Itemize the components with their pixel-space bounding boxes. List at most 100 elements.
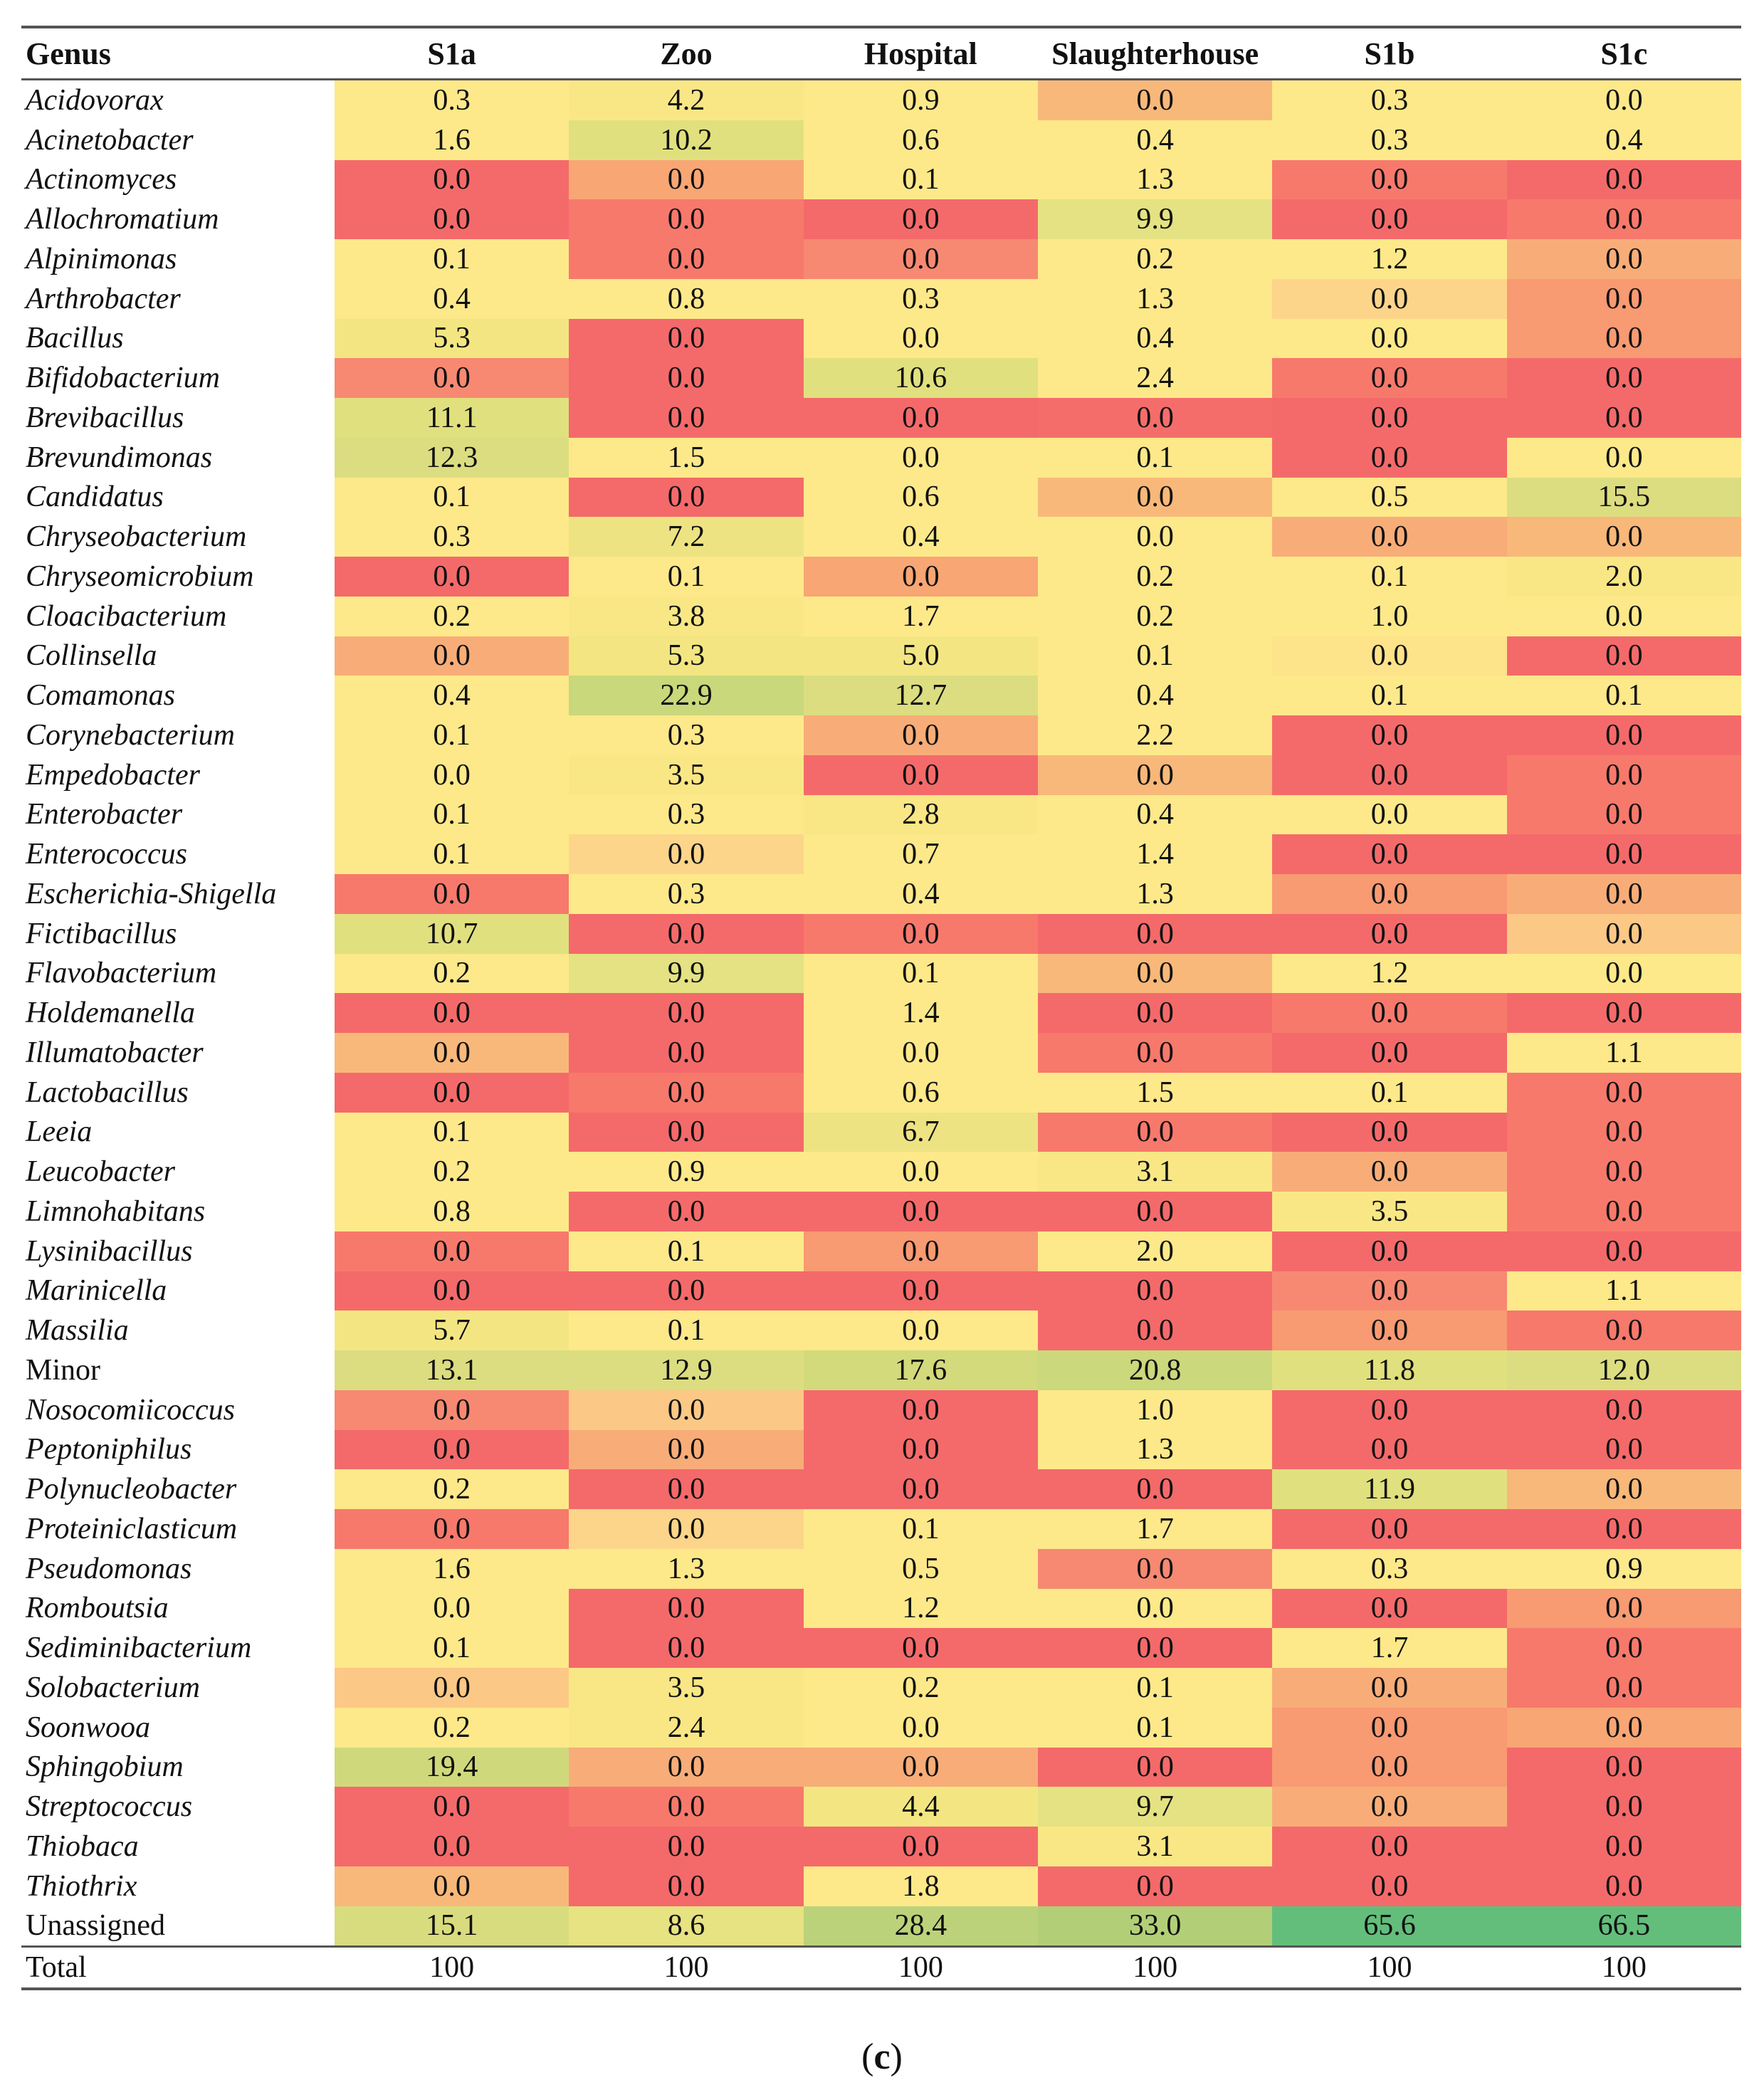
table-row: Bacillus 5.3 0.0 0.0 0.4 0.0 0.0 xyxy=(21,318,1741,359)
heat-cell: 0.1 xyxy=(569,557,804,597)
heat-cell: 0.0 xyxy=(1272,398,1507,438)
heat-cell: 1.2 xyxy=(803,1588,1038,1629)
genus-name: Leucobacter xyxy=(21,1152,335,1192)
heat-cell: 0.0 xyxy=(803,755,1038,795)
heat-cell: 0.0 xyxy=(1506,398,1741,438)
column-header: S1b xyxy=(1272,26,1507,80)
heat-cell: 0.0 xyxy=(1272,1152,1507,1192)
heat-cell: 0.1 xyxy=(569,1231,804,1271)
table-row: Fictibacillus 10.7 0.0 0.0 0.0 0.0 0.0 xyxy=(21,913,1741,954)
heat-cell: 0.2 xyxy=(335,1152,569,1192)
heat-cell: 22.9 xyxy=(569,676,804,715)
heat-cell: 0.3 xyxy=(1272,120,1507,160)
heat-cell: 0.0 xyxy=(803,318,1038,359)
heat-cell: 12.0 xyxy=(1506,1350,1741,1390)
heat-cell: 0.2 xyxy=(335,1469,569,1509)
heat-cell: 0.0 xyxy=(1037,398,1273,438)
genus-name: Allochromatium xyxy=(21,199,335,239)
table-row: Minor 13.1 12.9 17.6 20.8 11.8 12.0 xyxy=(21,1350,1741,1390)
heat-cell: 0.0 xyxy=(569,993,804,1033)
total-cell: 100 xyxy=(803,1945,1038,1991)
column-header: Genus xyxy=(21,26,335,80)
heat-cell: 0.0 xyxy=(1037,1548,1273,1589)
heat-cell: 0.0 xyxy=(1506,596,1741,636)
heat-cell: 1.5 xyxy=(1037,1072,1273,1113)
heat-cell: 0.0 xyxy=(1272,1310,1507,1350)
heat-cell: 0.3 xyxy=(335,79,569,120)
table-row: Arthrobacter 0.4 0.8 0.3 1.3 0.0 0.0 xyxy=(21,278,1741,319)
heat-cell: 0.0 xyxy=(803,1231,1038,1271)
heat-cell: 0.0 xyxy=(1272,1390,1507,1430)
heat-cell: 12.7 xyxy=(803,676,1038,715)
genus-name: Fictibacillus xyxy=(21,913,335,954)
heat-cell: 0.0 xyxy=(569,159,804,200)
heat-cell: 0.0 xyxy=(1272,636,1507,676)
genus-name: Flavobacterium xyxy=(21,953,335,994)
heat-cell: 0.1 xyxy=(335,1112,569,1152)
table-row: Acidovorax 0.3 4.2 0.9 0.0 0.3 0.0 xyxy=(21,79,1741,120)
table-row: Cloacibacterium 0.2 3.8 1.7 0.2 1.0 0.0 xyxy=(21,596,1741,636)
heat-cell: 0.0 xyxy=(1506,1707,1741,1748)
heat-cell: 0.4 xyxy=(1037,120,1273,160)
table-row: Solobacterium 0.0 3.5 0.2 0.1 0.0 0.0 xyxy=(21,1668,1741,1708)
heat-cell: 0.3 xyxy=(569,715,804,755)
heat-cell: 3.5 xyxy=(569,755,804,795)
heat-cell: 0.3 xyxy=(569,874,804,914)
heat-cell: 0.1 xyxy=(1037,437,1273,478)
heat-cell: 0.0 xyxy=(335,1072,569,1113)
heat-cell: 0.0 xyxy=(1506,874,1741,914)
heat-cell: 0.0 xyxy=(803,398,1038,438)
heat-cell: 0.0 xyxy=(569,1429,804,1470)
heat-cell: 13.1 xyxy=(335,1350,569,1390)
genus-name: Solobacterium xyxy=(21,1668,335,1708)
heat-cell: 0.4 xyxy=(1506,120,1741,160)
table-row: Lactobacillus 0.0 0.0 0.6 1.5 0.1 0.0 xyxy=(21,1072,1741,1113)
genus-name: Brevibacillus xyxy=(21,398,335,438)
total-cell: 100 xyxy=(569,1945,804,1991)
heat-cell: 0.0 xyxy=(569,1827,804,1866)
genus-name: Sphingobium xyxy=(21,1747,335,1787)
heat-cell: 2.2 xyxy=(1037,715,1273,755)
heat-cell: 0.0 xyxy=(803,1628,1038,1668)
table-row: Allochromatium 0.0 0.0 0.0 9.9 0.0 0.0 xyxy=(21,199,1741,239)
table-row: Chryseomicrobium 0.0 0.1 0.0 0.2 0.1 2.0 xyxy=(21,557,1741,597)
heat-cell: 0.1 xyxy=(1037,1707,1273,1748)
heat-cell: 0.1 xyxy=(335,834,569,874)
heat-cell: 0.0 xyxy=(335,1787,569,1827)
table-row: Chryseobacterium 0.3 7.2 0.4 0.0 0.0 0.0 xyxy=(21,517,1741,557)
heat-cell: 0.0 xyxy=(1037,913,1273,954)
table-row: Holdemanella 0.0 0.0 1.4 0.0 0.0 0.0 xyxy=(21,993,1741,1033)
heat-cell: 0.0 xyxy=(1506,159,1741,200)
table-row: Leeia 0.1 0.0 6.7 0.0 0.0 0.0 xyxy=(21,1112,1741,1152)
heat-cell: 2.8 xyxy=(803,794,1038,835)
heat-cell: 0.6 xyxy=(803,477,1038,518)
heat-cell: 0.0 xyxy=(1037,953,1273,994)
heat-cell: 0.0 xyxy=(803,1827,1038,1866)
heat-cell: 0.0 xyxy=(569,1192,804,1231)
heat-cell: 0.4 xyxy=(335,278,569,319)
genus-name: Bifidobacterium xyxy=(21,358,335,398)
genus-name: Cloacibacterium xyxy=(21,596,335,636)
heat-cell: 0.0 xyxy=(569,1866,804,1906)
heat-cell: 0.0 xyxy=(569,834,804,874)
total-label: Total xyxy=(21,1945,335,1991)
heat-cell: 0.1 xyxy=(335,1628,569,1668)
heat-cell: 0.1 xyxy=(569,1310,804,1350)
heat-cell: 0.2 xyxy=(335,596,569,636)
table-row: Comamonas 0.4 22.9 12.7 0.4 0.1 0.1 xyxy=(21,676,1741,715)
heat-cell: 0.0 xyxy=(335,1588,569,1629)
heat-cell: 0.1 xyxy=(803,953,1038,994)
genus-name: Streptococcus xyxy=(21,1787,335,1827)
heat-cell: 0.0 xyxy=(569,1271,804,1311)
genus-name: Actinomyces xyxy=(21,159,335,200)
heat-cell: 0.0 xyxy=(569,477,804,518)
heat-cell: 0.7 xyxy=(803,834,1038,874)
table-row: Streptococcus 0.0 0.0 4.4 9.7 0.0 0.0 xyxy=(21,1787,1741,1827)
heat-cell: 0.8 xyxy=(569,278,804,319)
heat-cell: 0.1 xyxy=(1272,557,1507,597)
heat-cell: 4.2 xyxy=(569,79,804,120)
table-row: Bifidobacterium 0.0 0.0 10.6 2.4 0.0 0.0 xyxy=(21,358,1741,398)
heat-cell: 0.0 xyxy=(1506,1390,1741,1430)
heat-cell: 0.1 xyxy=(1037,636,1273,676)
heat-cell: 0.0 xyxy=(1506,913,1741,954)
